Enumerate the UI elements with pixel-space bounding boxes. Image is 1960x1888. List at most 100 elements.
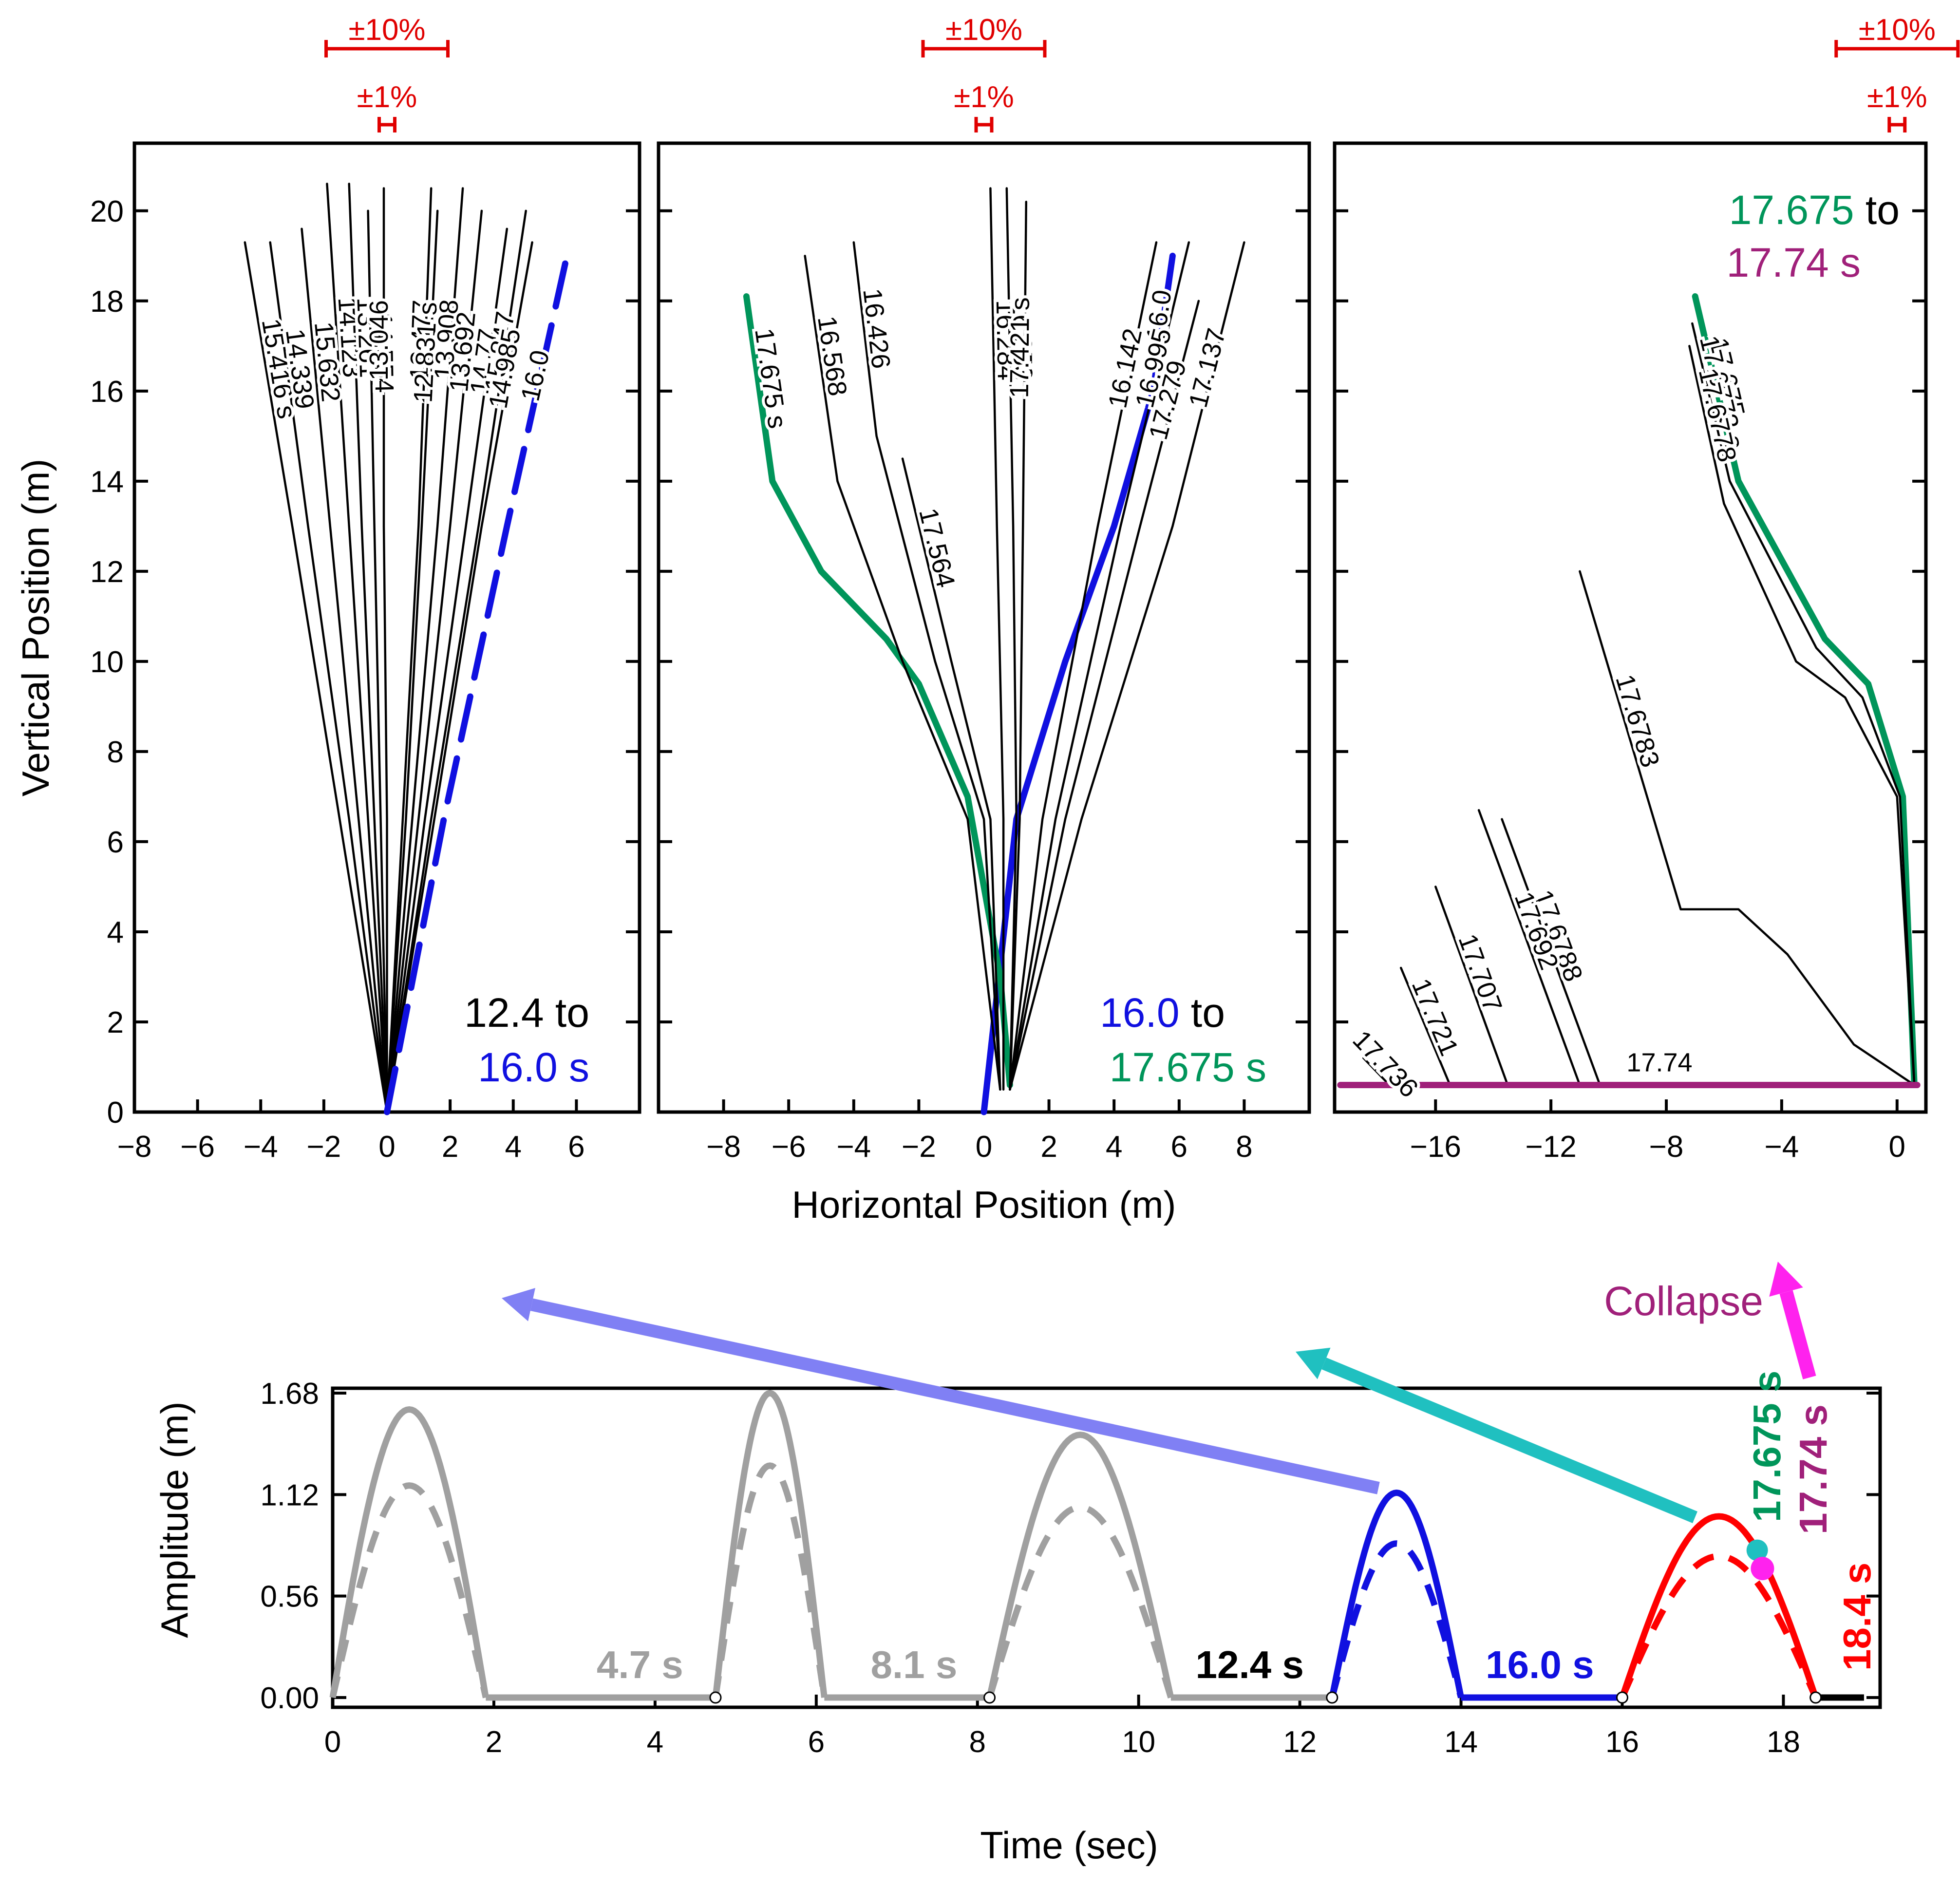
range-label-start: 16.0 to: [1100, 990, 1225, 1036]
collapse-label: Collapse: [1604, 1278, 1763, 1324]
pulse-dashed: [1619, 1553, 1819, 1699]
segment-label: 8.1 s: [870, 1643, 957, 1686]
arrow-teal-head: [1296, 1347, 1331, 1379]
y-tick-label: 4: [107, 916, 124, 949]
event-label-red: 18.4 s: [1835, 1563, 1879, 1671]
arrow-collapse-shaft: [1779, 1290, 1816, 1379]
time-marker: [983, 1691, 996, 1704]
segment-label: 4.7 s: [597, 1643, 683, 1686]
series-line: [1362, 1057, 1391, 1086]
pulse-solid: [329, 1406, 489, 1699]
x-axis-title: Horizontal Position (m): [792, 1183, 1176, 1226]
x-tick-label: −8: [1649, 1130, 1684, 1164]
series-line: [269, 241, 388, 1114]
series-line: [1005, 187, 1018, 1091]
series-line: [386, 227, 509, 1114]
y-axis-title: Amplitude (m): [153, 1401, 196, 1638]
arrow-blue-head: [502, 1288, 535, 1322]
curve-label: 17.564: [913, 505, 961, 590]
pulse-dashed: [712, 1462, 828, 1698]
y-tick-label: 8: [107, 736, 124, 769]
pulse-solid: [986, 1432, 1174, 1699]
scale-label-10: ±10%: [945, 13, 1022, 47]
y-tick-label: 16: [90, 375, 124, 409]
x-tick-label: 4: [647, 1725, 663, 1759]
x-tick-label: −2: [902, 1130, 936, 1164]
x-tick-label: 4: [1106, 1130, 1122, 1164]
range-start-value: 17.675: [1729, 187, 1854, 233]
y-tick-label: 1.12: [260, 1478, 319, 1512]
event-label-green: 17.675 s: [1745, 1371, 1789, 1522]
x-tick-label: 16: [1605, 1725, 1639, 1759]
series-line: [980, 252, 1176, 1115]
y-tick-label: 2: [107, 1006, 124, 1039]
range-label-start: 17.675 to: [1729, 187, 1900, 233]
time-marker: [709, 1691, 722, 1704]
segment-label: 16.0 s: [1486, 1643, 1594, 1686]
series-line: [301, 227, 388, 1114]
arrow-collapse-head: [1769, 1262, 1803, 1297]
plot-frame: [1333, 141, 1928, 1114]
y-tick-label: 18: [90, 285, 124, 319]
range-label-end: 17.74 s: [1726, 240, 1861, 285]
x-tick-label: 4: [505, 1130, 522, 1164]
arrow-blue-shaft: [530, 1298, 1380, 1494]
x-tick-label: −4: [244, 1130, 278, 1164]
y-tick-label: 1.68: [260, 1377, 319, 1411]
range-to: to: [1854, 187, 1900, 233]
curve-label: 13.477: [405, 299, 437, 380]
x-tick-label: −16: [1410, 1130, 1461, 1164]
curve-label: 17.6783: [1610, 671, 1665, 771]
pulse-dashed: [1329, 1540, 1464, 1699]
pulse-dashed: [986, 1504, 1174, 1699]
curve-label: 17.736: [1347, 1025, 1424, 1103]
series-line: [1477, 809, 1581, 1086]
y-tick-label: 6: [107, 826, 124, 859]
arrow-teal-shaft: [1321, 1358, 1697, 1524]
series-line: [901, 457, 1001, 1091]
series-line: [326, 183, 388, 1114]
scale-label-1: ±1%: [357, 80, 417, 114]
x-tick-label: 6: [808, 1725, 825, 1759]
x-tick-label: −12: [1526, 1130, 1577, 1164]
range-label-end: 17.675 s: [1110, 1044, 1266, 1090]
x-tick-label: 8: [1236, 1130, 1252, 1164]
x-tick-label: −6: [180, 1130, 215, 1164]
x-tick-label: 0: [1889, 1130, 1905, 1164]
curve-label: 17.74: [1626, 1048, 1692, 1077]
x-tick-label: −4: [836, 1130, 871, 1164]
segment-label: 12.4 s: [1195, 1643, 1303, 1686]
curve-label: 17.707: [1452, 930, 1508, 1016]
series-line: [1009, 241, 1158, 1091]
curve-label: 12.831 s: [408, 301, 442, 403]
series-line: [1009, 300, 1200, 1091]
x-tick-label: 6: [568, 1130, 584, 1164]
x-tick-label: 2: [486, 1725, 502, 1759]
series-line: [1009, 241, 1190, 1091]
series-line: [386, 209, 527, 1114]
x-tick-label: −6: [772, 1130, 806, 1164]
curve-label: 16.853: [1007, 300, 1037, 380]
range-start-value: 16.0: [1100, 990, 1180, 1036]
time-marker: [1809, 1691, 1822, 1704]
scale-label-10: ±10%: [348, 13, 425, 47]
y-tick-label: 20: [90, 195, 124, 228]
series-line: [804, 255, 1001, 1091]
time-marker: [1616, 1691, 1628, 1704]
x-axis-title: Time (sec): [980, 1824, 1158, 1867]
series-line: [386, 241, 533, 1114]
range-label-start: 12.4 to: [464, 990, 589, 1036]
curve-label: 17.421 s: [1005, 297, 1035, 398]
series-line: [1688, 345, 1916, 1086]
x-tick-label: 12: [1283, 1725, 1317, 1759]
curve-label: 16.284: [991, 300, 1021, 380]
y-tick-label: 0.00: [260, 1681, 319, 1715]
series-line: [1691, 322, 1916, 1086]
panel-bottom: 0 2 4 6 8 10 12 14 16 18 0.00 0.56 1.12 1.68 Amplitude…: [153, 1371, 1882, 1867]
annotations: Collapse: [502, 1262, 1816, 1524]
time-marker: [1326, 1691, 1338, 1704]
scale-label-10: ±10%: [1859, 13, 1936, 47]
